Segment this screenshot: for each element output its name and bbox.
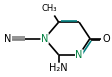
Text: N: N [4,33,12,44]
Text: O: O [102,33,110,44]
Text: N: N [41,33,48,44]
Text: N: N [75,50,83,60]
Text: CH₃: CH₃ [41,4,57,13]
Text: H₂N: H₂N [49,63,68,73]
